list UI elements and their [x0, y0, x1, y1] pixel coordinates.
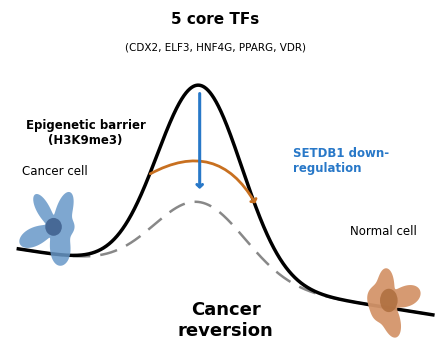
Polygon shape: [367, 268, 421, 338]
Ellipse shape: [45, 218, 62, 236]
Polygon shape: [19, 192, 74, 266]
Text: Cancer cell: Cancer cell: [22, 165, 87, 178]
Text: SETDB1 down-
regulation: SETDB1 down- regulation: [293, 147, 389, 175]
Text: Cancer
reversion: Cancer reversion: [178, 301, 273, 340]
Text: (CDX2, ELF3, HNF4G, PPARG, VDR): (CDX2, ELF3, HNF4G, PPARG, VDR): [125, 42, 306, 53]
Text: Normal cell: Normal cell: [350, 225, 417, 238]
Text: Epigenetic barrier
(H3K9me3): Epigenetic barrier (H3K9me3): [26, 119, 146, 147]
Text: 5 core TFs: 5 core TFs: [171, 12, 260, 27]
Circle shape: [380, 289, 398, 312]
